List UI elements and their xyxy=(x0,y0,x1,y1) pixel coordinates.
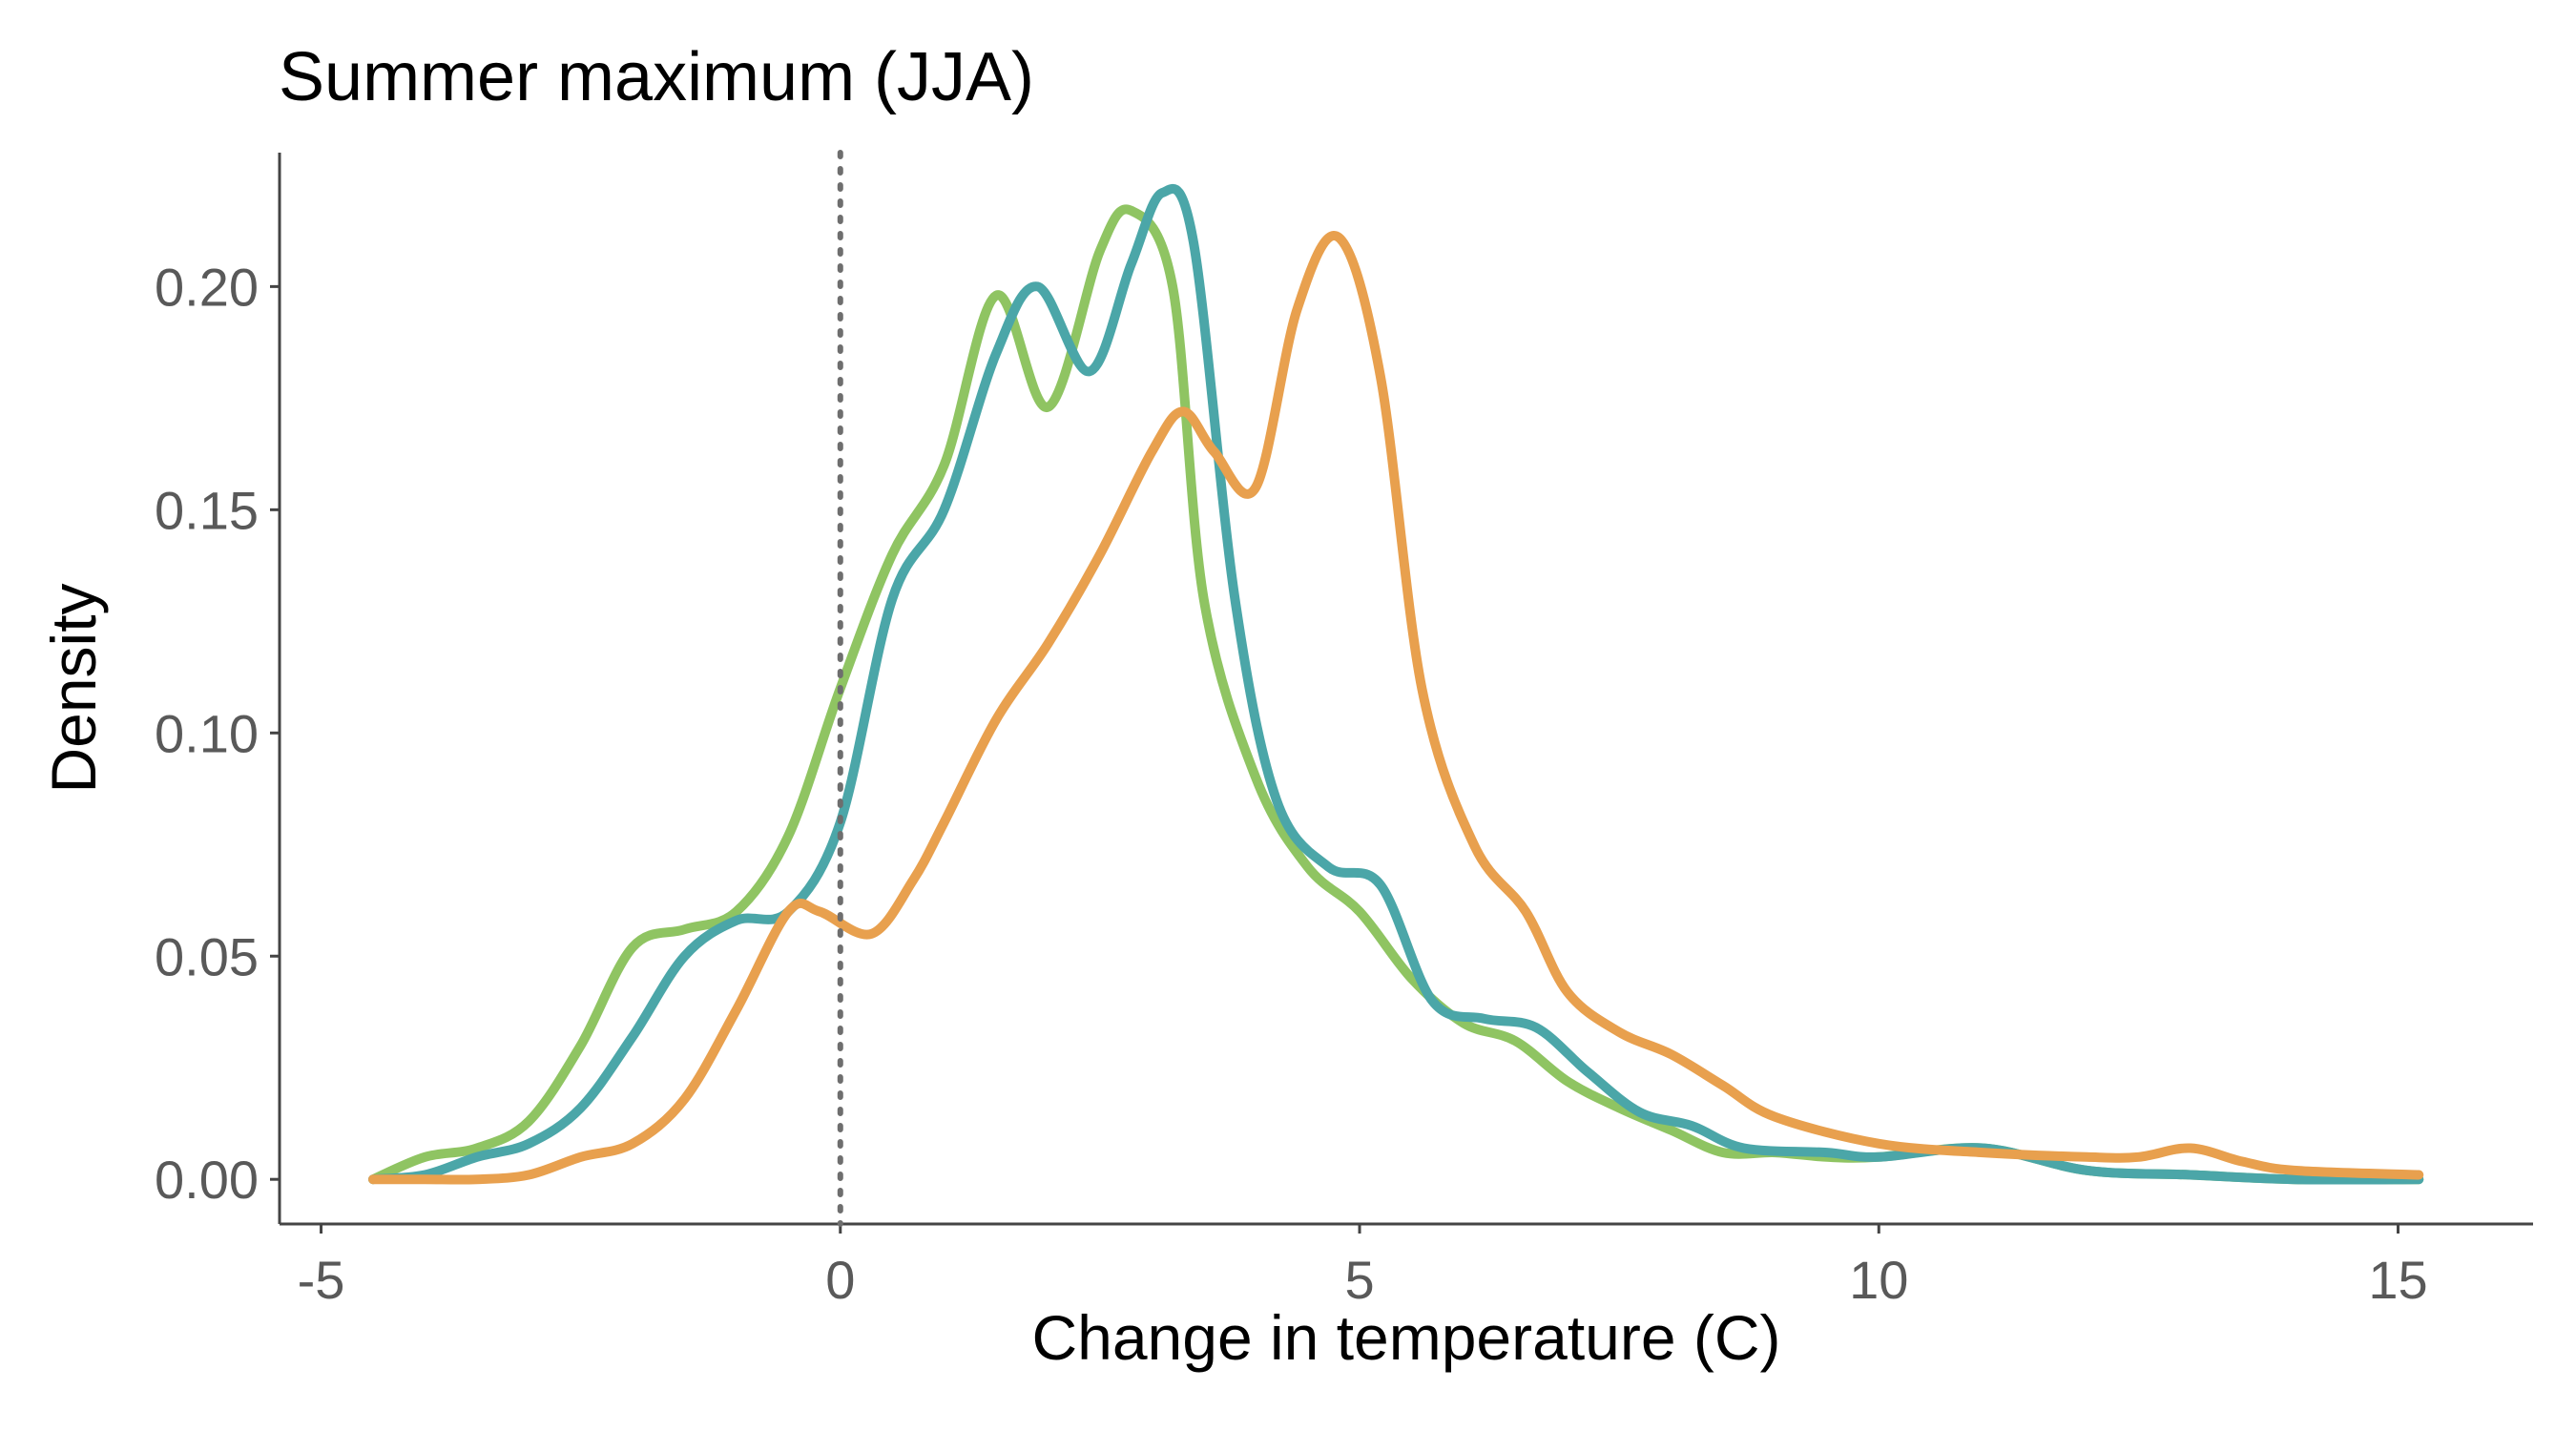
y-tick-label: 0.20 xyxy=(155,257,259,317)
x-tick-label: -5 xyxy=(298,1250,345,1310)
density-series-line-1 xyxy=(368,204,2424,1185)
x-tick-label: 5 xyxy=(1344,1250,1374,1310)
y-tick-label: 0.10 xyxy=(155,703,259,763)
x-tick-label: 0 xyxy=(825,1250,855,1310)
x-axis-title: Change in temperature (C) xyxy=(1031,1302,1780,1373)
density-series-line-2 xyxy=(368,183,2424,1185)
y-axis-title: Density xyxy=(38,583,109,793)
x-tick-label: 15 xyxy=(2368,1250,2427,1310)
density-series-line-3 xyxy=(368,231,2424,1185)
x-tick-label: 10 xyxy=(1849,1250,1908,1310)
series-lines xyxy=(368,183,2424,1185)
y-tick-label: 0.15 xyxy=(155,480,259,540)
y-axis-ticks: 0.00 0.05 0.10 0.15 0.20 xyxy=(155,257,280,1210)
y-tick-label: 0.00 xyxy=(155,1150,259,1210)
y-tick-label: 0.05 xyxy=(155,926,259,986)
chart-title: Summer maximum (JJA) xyxy=(279,39,1034,115)
x-axis-ticks: -5 0 5 10 15 xyxy=(298,1224,2428,1310)
plot-area: 0.00 0.05 0.10 0.15 0.20 -5 0 5 10 15 xyxy=(155,150,2533,1310)
